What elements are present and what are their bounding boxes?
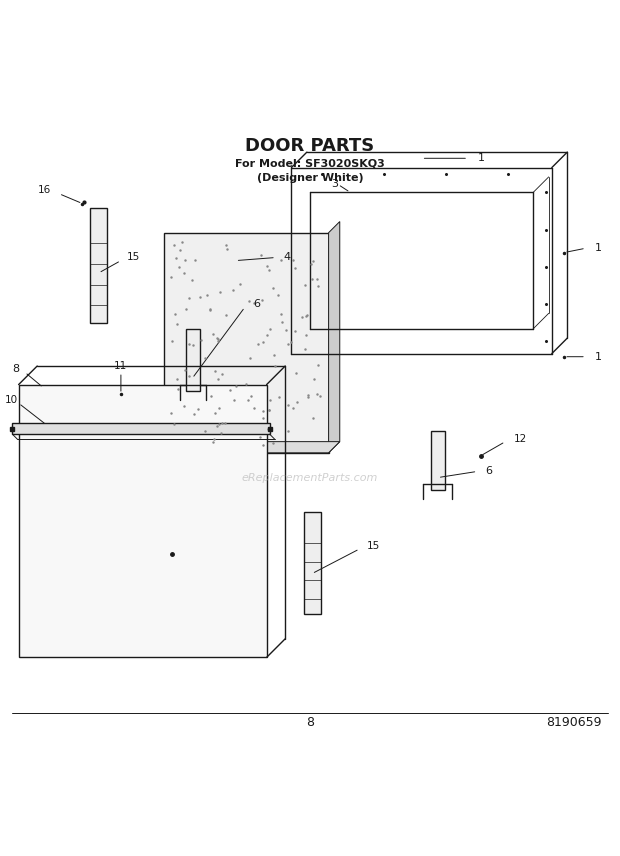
Text: 8: 8 <box>12 364 19 374</box>
Text: 6: 6 <box>253 299 260 309</box>
Polygon shape <box>164 442 340 453</box>
Text: 8: 8 <box>306 716 314 729</box>
Text: 6: 6 <box>485 467 492 477</box>
Text: 1: 1 <box>595 243 602 253</box>
Text: 4: 4 <box>283 253 290 263</box>
Text: 12: 12 <box>513 434 526 444</box>
Text: 16: 16 <box>38 185 51 195</box>
Text: eReplacementParts.com: eReplacementParts.com <box>242 473 378 483</box>
Text: 3: 3 <box>331 180 338 189</box>
Text: DOOR PARTS: DOOR PARTS <box>246 137 374 155</box>
Text: For Model: SF3020SKQ3: For Model: SF3020SKQ3 <box>235 158 385 169</box>
Text: 15: 15 <box>127 253 140 263</box>
Polygon shape <box>12 423 270 434</box>
Polygon shape <box>90 208 107 323</box>
Polygon shape <box>186 329 200 391</box>
Polygon shape <box>329 222 340 453</box>
Text: (Designer White): (Designer White) <box>257 173 363 183</box>
Text: 15: 15 <box>367 541 380 550</box>
Text: 1: 1 <box>595 352 602 362</box>
Polygon shape <box>431 431 445 490</box>
Text: 1: 1 <box>477 153 484 163</box>
Text: 8190659: 8190659 <box>546 716 601 729</box>
Polygon shape <box>164 233 329 453</box>
Polygon shape <box>304 512 321 614</box>
Text: 11: 11 <box>114 361 128 371</box>
Text: 10: 10 <box>4 395 18 405</box>
Polygon shape <box>19 384 267 657</box>
